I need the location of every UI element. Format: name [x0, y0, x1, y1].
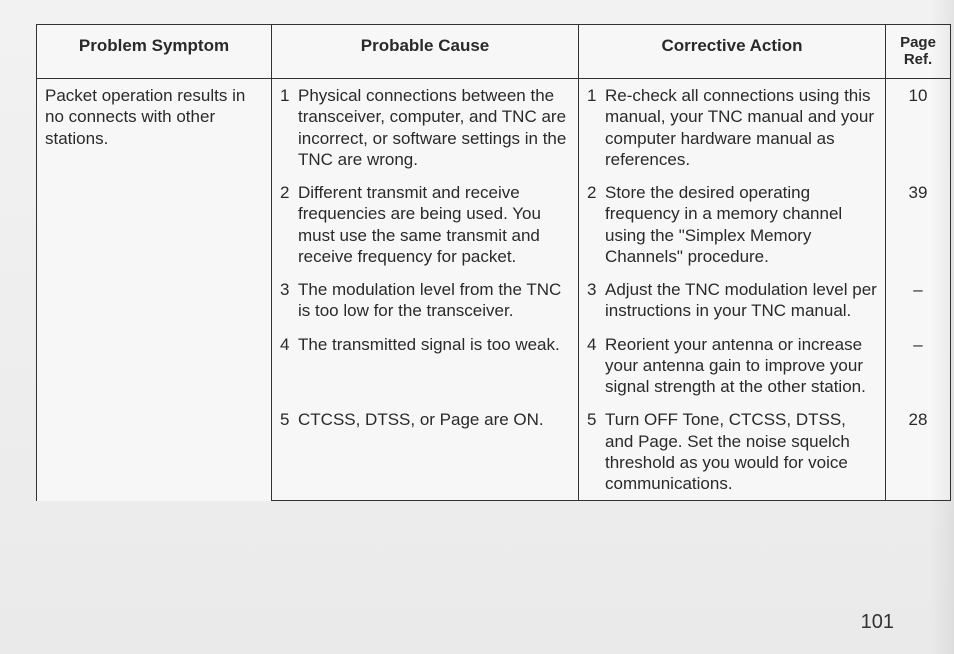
cause-index: 2 — [280, 182, 298, 267]
page-number: 101 — [861, 611, 894, 634]
cell-cause: 2 Different transmit and receive frequen… — [272, 176, 579, 273]
action-index: 1 — [587, 85, 605, 170]
header-cause: Probable Cause — [272, 25, 579, 79]
action-index: 4 — [587, 334, 605, 398]
cause-text: The transmitted signal is too weak. — [298, 334, 570, 355]
page-edge-shadow — [930, 0, 954, 654]
cell-action: 3 Adjust the TNC modulation level per in… — [579, 273, 886, 328]
action-text: Adjust the TNC modulation level per inst… — [605, 279, 877, 322]
cell-action: 1 Re-check all connections using this ma… — [579, 79, 886, 177]
cell-action: 5 Turn OFF Tone, CTCSS, DTSS, and Page. … — [579, 403, 886, 501]
cell-cause: 4 The transmitted signal is too weak. — [272, 328, 579, 404]
header-symptom: Problem Symptom — [37, 25, 272, 79]
action-text: Store the desired operating frequency in… — [605, 182, 877, 267]
cause-index: 1 — [280, 85, 298, 170]
cause-index: 4 — [280, 334, 298, 355]
table-row: Packet operation results in no connects … — [37, 79, 951, 177]
action-text: Turn OFF Tone, CTCSS, DTSS, and Page. Se… — [605, 409, 877, 494]
cell-cause: 5 CTCSS, DTSS, or Page are ON. — [272, 403, 579, 501]
cell-cause: 1 Physical connections between the trans… — [272, 79, 579, 177]
cell-cause: 3 The modulation level from the TNC is t… — [272, 273, 579, 328]
cause-text: The modulation level from the TNC is too… — [298, 279, 570, 322]
action-index: 3 — [587, 279, 605, 322]
troubleshooting-table: Problem Symptom Probable Cause Correctiv… — [36, 24, 951, 501]
cell-action: 2 Store the desired operating frequency … — [579, 176, 886, 273]
action-index: 5 — [587, 409, 605, 494]
action-index: 2 — [587, 182, 605, 267]
cause-text: Physical connections between the transce… — [298, 85, 570, 170]
action-text: Reorient your antenna or increase your a… — [605, 334, 877, 398]
action-text: Re-check all connections using this manu… — [605, 85, 877, 170]
cause-index: 3 — [280, 279, 298, 322]
header-action: Corrective Action — [579, 25, 886, 79]
cause-index: 5 — [280, 409, 298, 430]
cell-action: 4 Reorient your antenna or increase your… — [579, 328, 886, 404]
cell-symptom: Packet operation results in no connects … — [37, 79, 272, 501]
table-header-row: Problem Symptom Probable Cause Correctiv… — [37, 25, 951, 79]
manual-page: Problem Symptom Probable Cause Correctiv… — [0, 0, 954, 654]
cause-text: CTCSS, DTSS, or Page are ON. — [298, 409, 570, 430]
cause-text: Different transmit and receive frequenci… — [298, 182, 570, 267]
